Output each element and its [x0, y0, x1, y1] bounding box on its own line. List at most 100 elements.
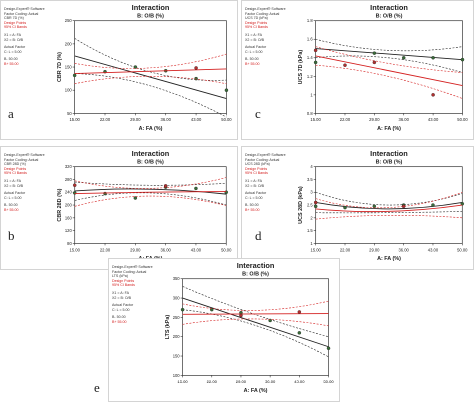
design-point — [372, 204, 377, 209]
design-point — [133, 65, 138, 69]
x-tick-label: 50.00 — [221, 247, 232, 252]
chart-legend: Design-Expert® Software Factor Coding: A… — [112, 265, 172, 325]
y-tick-label: 320 — [65, 164, 73, 169]
legend-line: B- 50.00 — [245, 57, 259, 62]
ci-band-lower — [182, 318, 329, 327]
y-tick-label: 200 — [65, 41, 73, 46]
y-tick-label: 4 — [310, 164, 313, 169]
x-tick-label: 43.00 — [294, 379, 305, 384]
design-point — [194, 66, 198, 70]
chart-title: Interaction — [132, 3, 170, 12]
design-point — [72, 73, 77, 78]
x-tick-label: 22.00 — [340, 117, 351, 122]
legend-line: Actual Factor — [245, 191, 267, 196]
x-tick-label: 43.00 — [191, 247, 202, 252]
x-tick-label: 29.00 — [369, 117, 380, 122]
design-point — [313, 200, 318, 205]
plot-frame — [182, 278, 329, 376]
ci-band-upper — [315, 38, 463, 52]
legend-line: C: L = 5.00 — [245, 49, 263, 54]
ci-band-upper — [74, 177, 227, 189]
ci-band-upper — [74, 38, 227, 81]
chart-title: Interaction — [132, 149, 170, 158]
x-axis-label: A: FA (%) — [377, 126, 401, 132]
plot-frame — [74, 20, 227, 114]
design-point — [431, 203, 435, 207]
y-tick-label: 150 — [65, 65, 73, 70]
chart-subtitle: B: O/B (%) — [376, 160, 403, 166]
y-tick-label: 1.6 — [307, 37, 313, 42]
y-tick-label: 280 — [65, 177, 73, 182]
chart-plot: Interaction B: O/B (%) 15.00 22.00 29.00 36.0… — [57, 3, 232, 132]
design-point — [313, 204, 318, 209]
y-tick-label: 150 — [173, 354, 181, 359]
y-tick-label: 3 — [310, 190, 313, 195]
panel-label: a — [8, 106, 14, 121]
chart-panel-d: Interaction B: O/B (%) 15.00 22.00 29.00 36.0… — [241, 146, 474, 270]
chart-title: Interaction — [370, 3, 408, 12]
fit-line — [74, 188, 227, 195]
legend-line: Factor Coding: Actual — [245, 11, 280, 16]
ci-band-upper — [315, 191, 463, 206]
legend-line: CBR 7D (%) — [4, 16, 24, 21]
legend-line: Actual Factor — [112, 303, 134, 308]
chart-subtitle: B: O/B (%) — [137, 14, 164, 20]
chart-subtitle: B: O/B (%) — [137, 160, 164, 166]
fit-line — [74, 191, 227, 194]
legend-line: C: L = 5.00 — [245, 195, 263, 200]
x-axis-label: A: FA (%) — [139, 126, 163, 132]
plot-frame — [74, 166, 227, 244]
plot-frame — [315, 20, 463, 114]
chart-legend: Design-Expert® Software Factor Coding: A… — [245, 153, 305, 213]
legend-line: Design-Expert® Software — [4, 7, 45, 11]
design-point — [343, 205, 347, 210]
ci-band-lower — [182, 309, 329, 358]
y-tick-label: 1.5 — [307, 228, 313, 233]
design-point — [313, 48, 318, 53]
legend-line: UCS 28D (kPa) — [245, 162, 270, 167]
design-point — [297, 331, 302, 335]
ci-band-lower — [74, 192, 227, 206]
design-point — [268, 318, 272, 323]
y-tick-label: 1.8 — [307, 18, 313, 23]
fit-line — [315, 202, 463, 210]
x-tick-label: 36.00 — [398, 247, 409, 252]
panel-label: b — [8, 228, 15, 243]
chart-legend: Design-Expert® Software Factor Coding: A… — [4, 153, 64, 213]
legend-line: Factor Coding: Actual — [4, 11, 39, 16]
design-point — [180, 307, 185, 312]
legend-line: CBR 28D (%) — [4, 162, 26, 167]
legend-line: C: L = 5.00 — [4, 195, 22, 200]
y-tick-label: 0.8 — [307, 111, 313, 116]
design-point — [133, 196, 138, 200]
x-tick-label: 15.00 — [69, 117, 80, 122]
x-tick-label: 15.00 — [310, 117, 321, 122]
x-tick-label: 29.00 — [369, 247, 380, 252]
panel-label: c — [255, 106, 261, 121]
fit-line — [315, 204, 463, 213]
y-axis-label: UCS 28D (kPa) — [298, 186, 304, 224]
legend-line: B- 50.00 — [112, 315, 126, 320]
ci-band-upper — [315, 46, 463, 73]
x-tick-label: 43.00 — [428, 247, 439, 252]
legend-line: Factor Coding: Actual — [245, 157, 280, 162]
y-tick-label: 2.5 — [307, 203, 313, 208]
legend-line: X2 = B: O/B — [4, 37, 24, 42]
legend-line: C: L = 5.00 — [4, 49, 22, 54]
legend-line: X2 = B: O/B — [245, 183, 265, 188]
legend-line: Factor Coding: Actual — [112, 269, 147, 274]
y-axis-label: UCS 7D (kPa) — [298, 50, 304, 85]
legend-line: Actual Factor — [4, 191, 26, 196]
x-tick-label: 15.00 — [311, 247, 322, 252]
legend-line: 95% CI Bands — [245, 25, 268, 30]
y-tick-label: 100 — [173, 373, 181, 378]
x-tick-label: 22.00 — [100, 117, 111, 122]
legend-line: X1 = A: FA — [245, 178, 263, 183]
legend-line: UCS 7D (kPa) — [245, 16, 268, 21]
legend-line: X1 = A: FA — [245, 32, 263, 37]
ci-band-upper — [182, 286, 329, 337]
x-tick-label: 43.00 — [191, 117, 202, 122]
design-point — [343, 63, 347, 67]
design-point — [372, 51, 377, 55]
y-tick-label: 250 — [65, 18, 73, 23]
